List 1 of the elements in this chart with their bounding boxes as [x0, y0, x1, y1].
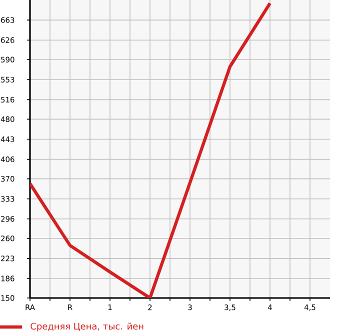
legend-label: Средняя Цена, тыс. йен [30, 322, 144, 332]
